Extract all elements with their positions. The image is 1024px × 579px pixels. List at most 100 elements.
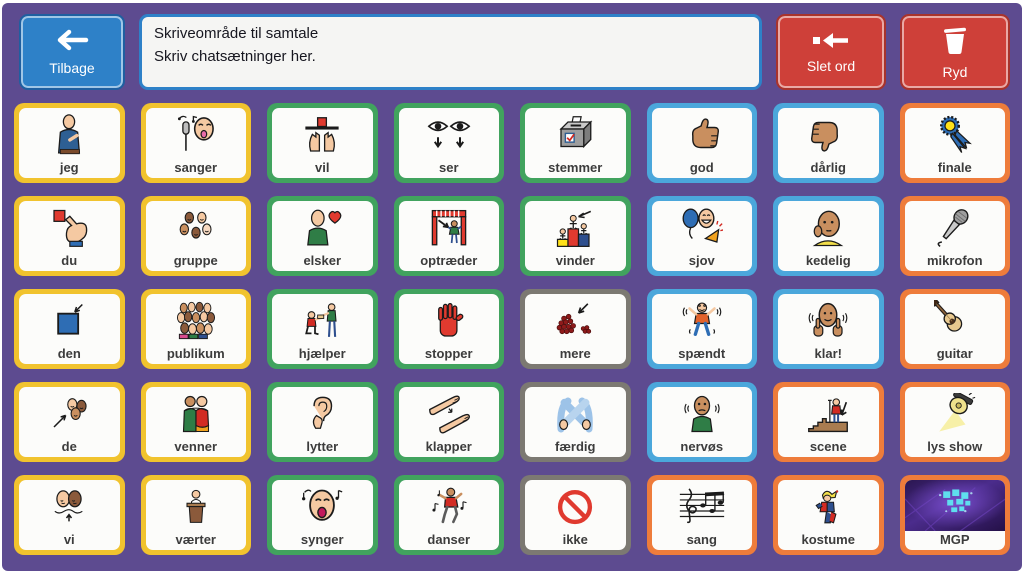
cell-optræder[interactable]: optræder: [393, 196, 504, 276]
cell-sang[interactable]: sang: [646, 475, 757, 555]
cell-word-label: danser: [427, 532, 471, 547]
cell-kedelig[interactable]: kedelig: [773, 196, 884, 276]
cell-word-label: sang: [686, 532, 717, 547]
cell-word-label: jeg: [59, 160, 79, 175]
eyes-looking-icon: [399, 108, 500, 159]
person-pointing-self-icon: [19, 108, 120, 159]
singing-face-icon: [272, 480, 373, 531]
cell-word-label: sjov: [688, 253, 715, 268]
cell-jeg[interactable]: jeg: [14, 103, 125, 183]
cell-vinder[interactable]: vinder: [520, 196, 631, 276]
message-line-2: Skriv chatsætninger her.: [154, 48, 316, 66]
cell-word-label: lytter: [306, 439, 339, 454]
we-two-faces-icon: [19, 480, 120, 531]
cell-finale[interactable]: finale: [899, 103, 1010, 183]
cell-word-label: værter: [175, 532, 216, 547]
cell-word-label: kedelig: [805, 253, 851, 268]
cell-word-label: publikum: [166, 346, 225, 361]
cell-dårlig[interactable]: dårlig: [773, 103, 884, 183]
cell-gruppe[interactable]: gruppe: [140, 196, 251, 276]
cell-word-label: scene: [809, 439, 847, 454]
cell-synger[interactable]: synger: [267, 475, 378, 555]
cell-guitar[interactable]: guitar: [899, 289, 1010, 369]
cell-hjælper[interactable]: hjælper: [267, 289, 378, 369]
cell-word-label: stemmer: [548, 160, 603, 175]
winners-podium-icon: [525, 201, 626, 252]
cell-word-label: synger: [300, 532, 344, 547]
cell-værter[interactable]: værter: [140, 475, 251, 555]
cell-word-label: optræder: [420, 253, 478, 268]
back-arrow-icon: [55, 29, 89, 54]
cell-word-label: sanger: [174, 160, 218, 175]
finished-crossed-arms-icon: [525, 387, 626, 438]
cell-klapper[interactable]: klapper: [393, 382, 504, 462]
cell-word-label: gruppe: [173, 253, 218, 268]
cell-vil[interactable]: vil: [267, 103, 378, 183]
friends-icon: [146, 387, 247, 438]
cell-mere[interactable]: mere: [520, 289, 631, 369]
clear-button-label: Ryd: [942, 64, 968, 80]
spotlight-icon: [905, 387, 1006, 438]
pointing-at-you-icon: [19, 201, 120, 252]
music-staff-icon: [652, 480, 753, 531]
bored-face-icon: [778, 201, 879, 252]
stop-hand-icon: [399, 294, 500, 345]
cell-word-label: mikrofon: [926, 253, 983, 268]
cell-nervøs[interactable]: nervøs: [646, 382, 757, 462]
cell-færdig[interactable]: færdig: [520, 382, 631, 462]
host-lectern-icon: [146, 480, 247, 531]
cell-den[interactable]: den: [14, 289, 125, 369]
cell-scene[interactable]: scene: [773, 382, 884, 462]
cell-du[interactable]: du: [14, 196, 125, 276]
cell-sanger[interactable]: sanger: [140, 103, 251, 183]
person-heart-icon: [272, 201, 373, 252]
cell-spændt[interactable]: spændt: [646, 289, 757, 369]
cell-word-label: dårlig: [810, 160, 846, 175]
cell-word-label: mere: [559, 346, 591, 361]
cell-lys-show[interactable]: lys show: [899, 382, 1010, 462]
cell-stemmer[interactable]: stemmer: [520, 103, 631, 183]
message-writing-area[interactable]: Skriveområde til samtale Skriv chatsætni…: [139, 14, 762, 90]
cell-ikke[interactable]: ikke: [520, 475, 631, 555]
trash-icon: [942, 25, 968, 58]
cell-klar[interactable]: klar!: [773, 289, 884, 369]
cell-ser[interactable]: ser: [393, 103, 504, 183]
cell-stopper[interactable]: stopper: [393, 289, 504, 369]
topbar: Tilbage Skriveområde til samtale Skriv c…: [14, 14, 1010, 90]
cell-mgp[interactable]: MGP: [899, 475, 1010, 555]
cell-word-label: hjælper: [298, 346, 346, 361]
them-group-icon: [19, 387, 120, 438]
cell-word-label: du: [61, 253, 78, 268]
excited-person-icon: [652, 294, 753, 345]
cell-word-label: stopper: [424, 346, 473, 361]
cell-danser[interactable]: danser: [393, 475, 504, 555]
ballot-box-icon: [525, 108, 626, 159]
delete-word-button[interactable]: Slet ord: [776, 14, 886, 90]
blue-square-icon: [19, 294, 120, 345]
cell-mikrofon[interactable]: mikrofon: [899, 196, 1010, 276]
cell-sjov[interactable]: sjov: [646, 196, 757, 276]
cell-lytter[interactable]: lytter: [267, 382, 378, 462]
cell-word-label: vil: [315, 160, 330, 175]
audience-crowd-icon: [146, 294, 247, 345]
backspace-icon: [812, 32, 850, 52]
guitar-icon: [905, 294, 1006, 345]
party-fun-icon: [652, 201, 753, 252]
cell-venner[interactable]: venner: [140, 382, 251, 462]
clear-button[interactable]: Ryd: [900, 14, 1010, 90]
cell-publikum[interactable]: publikum: [140, 289, 251, 369]
cell-word-label: ser: [438, 160, 459, 175]
mgp-photo: [904, 480, 1005, 531]
dancing-person-icon: [399, 480, 500, 531]
cell-kostume[interactable]: kostume: [773, 475, 884, 555]
back-button[interactable]: Tilbage: [19, 14, 125, 90]
cell-word-label: klar!: [814, 346, 842, 361]
cell-word-label: elsker: [303, 253, 342, 268]
cell-de[interactable]: de: [14, 382, 125, 462]
cell-god[interactable]: god: [646, 103, 757, 183]
more-pile-icon: [525, 294, 626, 345]
cell-elsker[interactable]: elsker: [267, 196, 378, 276]
thumbs-up-icon: [652, 108, 753, 159]
cell-word-label: god: [689, 160, 714, 175]
cell-vi[interactable]: vi: [14, 475, 125, 555]
